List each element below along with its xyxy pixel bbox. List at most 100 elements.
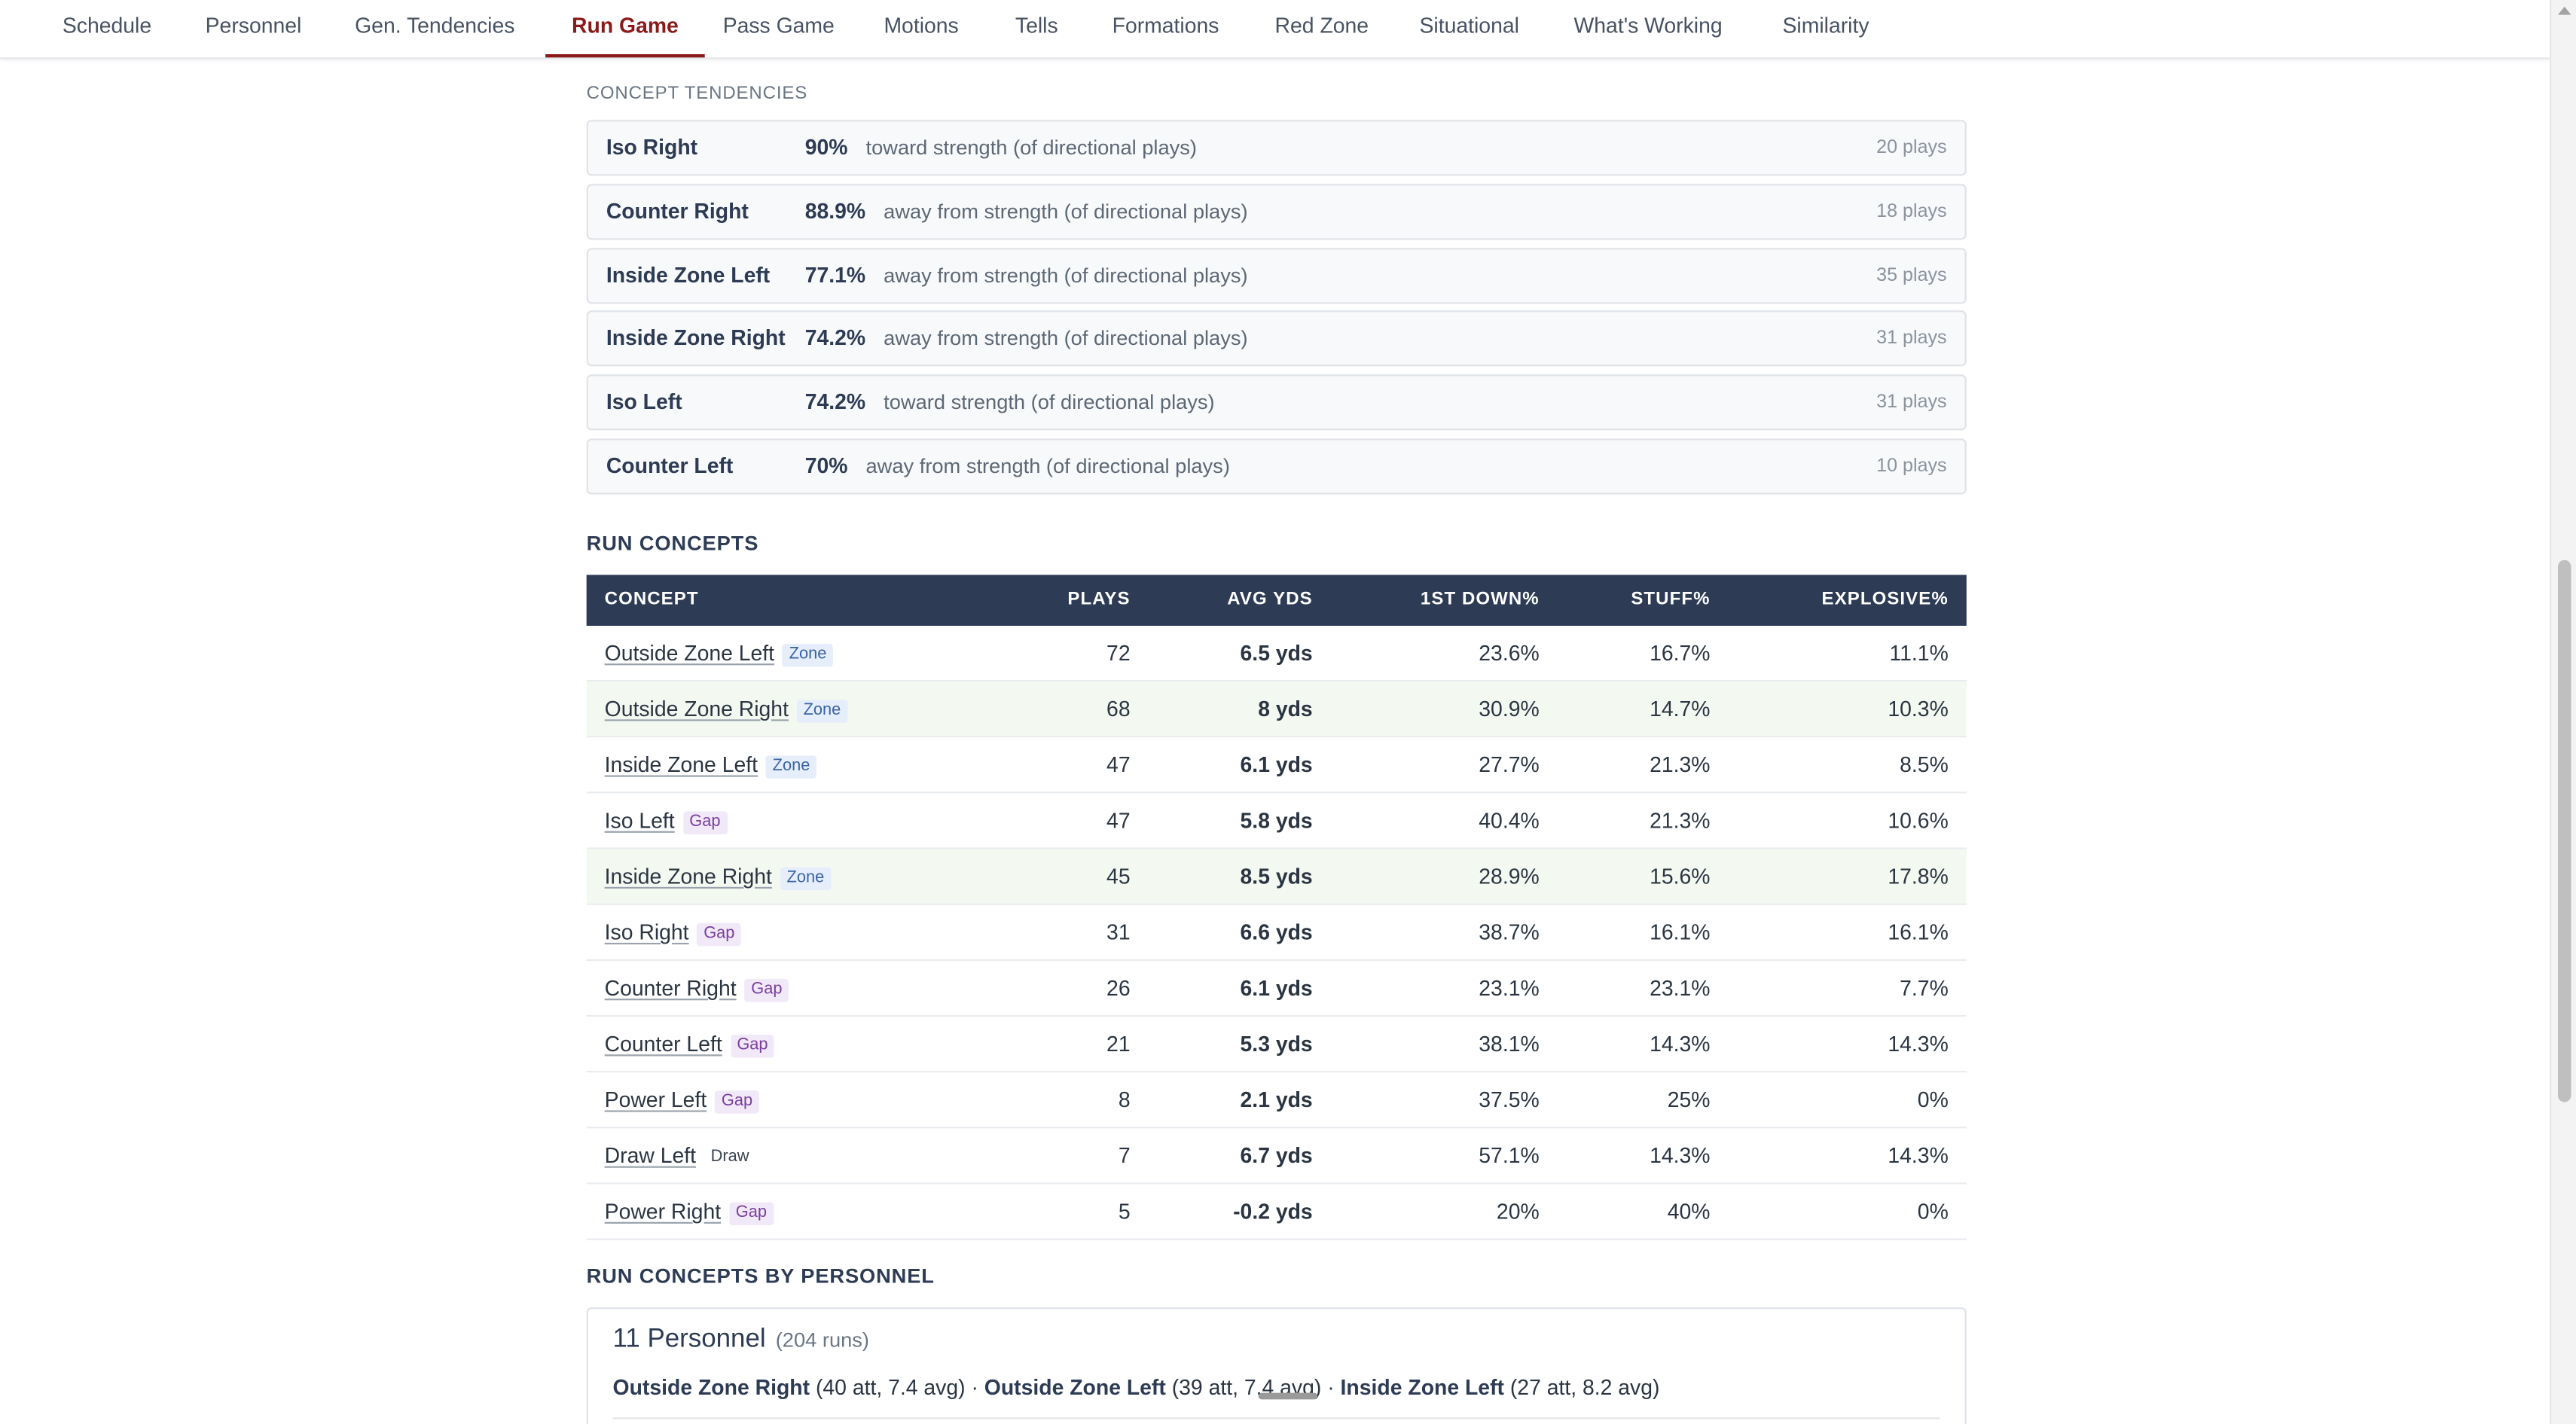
explosive-cell: 14.3% <box>1888 1031 1949 1057</box>
first-down-cell: 57.1% <box>1479 1143 1540 1168</box>
col-header-explosive[interactable]: EXPLOSIVE% <box>1821 590 1949 610</box>
concept-cell: Power Left Gap <box>605 1072 759 1127</box>
concept-link[interactable]: Power Right <box>604 1199 722 1224</box>
plays-cell: 26 <box>1106 975 1131 1001</box>
tendency-play-count: 35 plays <box>1876 265 1947 285</box>
tab-personnel[interactable]: Personnel <box>205 13 302 38</box>
tendency-concept-name: Iso Right <box>606 134 698 160</box>
explosive-cell: 16.1% <box>1888 919 1949 945</box>
avg-yds-cell: 6.1 yds <box>1240 975 1313 1001</box>
avg-yds-cell: 6.7 yds <box>1240 1143 1313 1168</box>
tendency-concept-name: Inside Zone Left <box>606 262 771 287</box>
stuff-cell: 14.7% <box>1650 696 1711 721</box>
tendency-description: away from strength (of directional plays… <box>884 327 1248 351</box>
concept-cell: Counter Right Gap <box>605 961 789 1015</box>
stuff-cell: 15.6% <box>1650 864 1711 889</box>
tab-similarity[interactable]: Similarity <box>1782 13 1869 38</box>
concept-link[interactable]: Power Left <box>604 1087 707 1112</box>
personnel-card: 11 Personnel (204 runs) Outside Zone Righ… <box>586 1307 1967 1424</box>
horizontal-scroll-handle[interactable] <box>1258 1392 1318 1400</box>
tab-bar: Schedule Personnel Gen. Tendencies Run Game… <box>0 0 2550 59</box>
table-row: Draw Left Draw 7 6.7 yds 57.1% 14.3% 14.3% <box>586 1128 1967 1185</box>
tendency-row: Counter Right 88.9% away from strength (of… <box>586 183 1967 240</box>
first-down-cell: 27.7% <box>1479 752 1540 777</box>
plays-cell: 5 <box>1118 1199 1131 1224</box>
tendency-percentage: 74.2% away from strength (of directional … <box>805 313 1248 365</box>
avg-yds-cell: 2.1 yds <box>1240 1087 1313 1112</box>
concept-type-badge: Gap <box>730 1035 775 1058</box>
concept-cell: Outside Zone Right Zone <box>604 682 848 736</box>
concept-link[interactable]: Inside Zone Left <box>604 752 758 777</box>
plays-cell: 7 <box>1118 1143 1131 1168</box>
col-header-first-down[interactable]: 1ST DOWN% <box>1420 590 1540 610</box>
concept-link[interactable]: Outside Zone Right <box>604 696 789 721</box>
concept-type-badge: Zone <box>765 755 817 779</box>
col-header-avg-yds[interactable]: AVG YDS <box>1227 590 1313 610</box>
tendency-description: away from strength (of directional plays… <box>884 264 1248 287</box>
concept-link[interactable]: Draw Left <box>604 1143 697 1168</box>
personnel-concept-detail: (40 att, 7.4 avg) <box>815 1374 966 1400</box>
concept-cell: Iso Right Gap <box>605 905 742 959</box>
plays-cell: 45 <box>1106 864 1131 889</box>
avg-yds-cell: 6.1 yds <box>1240 752 1313 777</box>
tendency-pct-value: 70% <box>804 453 848 478</box>
tendency-percentage: 74.2% toward strength (of directional pla… <box>805 377 1215 429</box>
avg-yds-cell: 5.8 yds <box>1240 808 1313 833</box>
stuff-cell: 25% <box>1667 1087 1711 1112</box>
stuff-cell: 14.3% <box>1650 1143 1711 1168</box>
concept-link[interactable]: Counter Left <box>604 1031 722 1057</box>
first-down-cell: 20% <box>1496 1199 1540 1224</box>
tab-run-game[interactable]: Run Game <box>545 0 705 58</box>
concept-type-badge: Gap <box>744 978 789 1002</box>
table-row: Iso Left Gap 47 5.8 yds 40.4% 21.3% 10.6% <box>586 793 1967 849</box>
first-down-cell: 28.9% <box>1479 864 1540 889</box>
table-header: CONCEPT PLAYS AVG YDS 1ST DOWN% STUFF% E… <box>586 575 1967 627</box>
first-down-cell: 40.4% <box>1479 808 1540 833</box>
concept-link[interactable]: Counter Right <box>604 975 737 1001</box>
stuff-cell: 16.7% <box>1650 640 1711 666</box>
concept-link[interactable]: Outside Zone Left <box>604 640 775 666</box>
concept-cell: Counter Left Gap <box>605 1017 775 1071</box>
first-down-cell: 38.7% <box>1479 919 1540 945</box>
tendency-percentage: 70% away from strength (of directional pl… <box>805 441 1230 493</box>
tendency-play-count: 18 plays <box>1876 201 1947 222</box>
vertical-scrollbar[interactable] <box>2550 0 2576 1424</box>
plays-cell: 47 <box>1106 752 1131 777</box>
tendency-description: toward strength (of directional plays) <box>884 391 1215 415</box>
first-down-cell: 23.1% <box>1479 975 1540 1001</box>
explosive-cell: 0% <box>1917 1199 1949 1224</box>
tab-gen-tendencies[interactable]: Gen. Tendencies <box>355 13 515 38</box>
plays-cell: 31 <box>1106 919 1131 945</box>
col-header-stuff[interactable]: STUFF% <box>1631 590 1711 610</box>
tendency-pct-value: 74.2% <box>804 325 866 351</box>
tendency-play-count: 31 plays <box>1876 392 1947 413</box>
col-header-concept[interactable]: CONCEPT <box>604 590 699 610</box>
tab-schedule[interactable]: Schedule <box>62 13 152 38</box>
scrollbar-thumb[interactable] <box>2558 560 2571 1102</box>
tendency-row: Counter Left 70% away from strength (of di… <box>586 438 1967 495</box>
tab-what-s-working[interactable]: What's Working <box>1573 13 1723 38</box>
concept-link[interactable]: Inside Zone Right <box>604 864 772 889</box>
concept-type-badge: Gap <box>715 1090 759 1114</box>
tab-tells[interactable]: Tells <box>1015 13 1058 38</box>
concept-link[interactable]: Iso Left <box>604 808 675 833</box>
tendency-percentage: 88.9% away from strength (of directional … <box>805 185 1248 238</box>
concept-cell: Inside Zone Left Zone <box>604 737 817 791</box>
first-down-cell: 23.6% <box>1479 640 1540 666</box>
tab-red-zone[interactable]: Red Zone <box>1274 13 1369 38</box>
tab-situational[interactable]: Situational <box>1419 13 1519 38</box>
table-row: Outside Zone Right Zone 68 8 yds 30.9% 14.7% 1… <box>586 682 1967 738</box>
concept-link[interactable]: Iso Right <box>604 919 689 945</box>
tab-motions[interactable]: Motions <box>884 13 959 38</box>
concept-type-badge: Draw <box>710 1148 749 1166</box>
tendency-row: Iso Left 74.2% toward strength (of directi… <box>586 374 1967 431</box>
tendency-play-count: 20 plays <box>1876 138 1947 158</box>
col-header-plays[interactable]: PLAYS <box>1067 590 1131 610</box>
tendency-play-count: 31 plays <box>1876 329 1947 349</box>
tab-pass-game[interactable]: Pass Game <box>722 13 835 38</box>
tendency-row: Iso Right 90% toward strength (of directio… <box>586 120 1967 176</box>
personnel-concept-name: Inside Zone Left <box>1340 1374 1504 1400</box>
tab-formations[interactable]: Formations <box>1112 13 1219 38</box>
explosive-cell: 7.7% <box>1900 975 1949 1001</box>
scroll-up-arrow-icon[interactable] <box>2558 6 2571 15</box>
